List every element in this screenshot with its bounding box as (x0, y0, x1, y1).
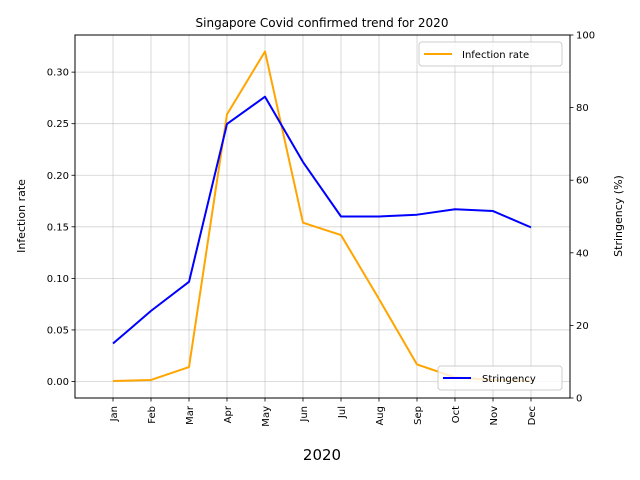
right-tick-label: 100 (576, 31, 595, 42)
x-tick-label: Mar (185, 405, 196, 425)
grid (75, 35, 570, 398)
right-tick-label: 80 (576, 103, 589, 114)
legend-infection-rate-frame (418, 41, 563, 67)
legend-infection-rate-label: Infection rate (462, 50, 529, 61)
x-tick-label: Jun (299, 406, 310, 423)
x-tick-label: Dec (527, 406, 538, 425)
right-tick-label: 40 (576, 248, 589, 259)
chart-title: Singapore Covid confirmed trend for 2020 (196, 16, 449, 30)
right-tick-label: 0 (576, 394, 582, 405)
left-tick-label: 0.15 (47, 222, 69, 233)
x-tick-label: Nov (489, 406, 500, 426)
right-tick-label: 60 (576, 176, 589, 187)
left-axis-label: Infection rate (15, 179, 28, 253)
plot-frame (74, 34, 571, 399)
x-tick-label: Aug (375, 406, 386, 426)
left-tick-label: 0.25 (47, 119, 69, 130)
legend-stringency: Stringency (437, 365, 563, 391)
left-tick-label: 0.20 (47, 171, 69, 182)
legend-infection-rate: Infection rate (418, 41, 563, 67)
x-axis: Jan Feb Mar Apr May Jun Jul Aug Sep Oct Nov Dec (109, 398, 538, 427)
x-tick-label: Sep (413, 406, 424, 425)
x-tick-label: Apr (223, 405, 234, 423)
left-tick-label: 0.00 (47, 377, 69, 388)
legend-stringency-frame (437, 365, 563, 391)
x-tick-label: Oct (451, 406, 462, 423)
x-tick-label: Jan (109, 406, 120, 422)
left-tick-label: 0.05 (47, 325, 69, 336)
x-tick-label: Jul (337, 406, 348, 419)
right-axis-label: Stringency (%) (612, 175, 625, 257)
x-axis-label: 2020 (303, 446, 341, 464)
right-axis: 0 20 40 60 80 100 (570, 31, 595, 405)
x-tick-label: Feb (147, 406, 158, 424)
left-axis: 0.00 0.05 0.10 0.15 0.20 0.25 0.30 (47, 68, 75, 388)
series-line-stringency (112, 95, 532, 345)
x-tick-label: May (261, 406, 272, 427)
legend-stringency-label: Stringency (482, 374, 536, 385)
left-tick-label: 0.10 (47, 274, 69, 285)
left-tick-label: 0.30 (47, 68, 69, 79)
right-tick-label: 20 (576, 321, 589, 332)
